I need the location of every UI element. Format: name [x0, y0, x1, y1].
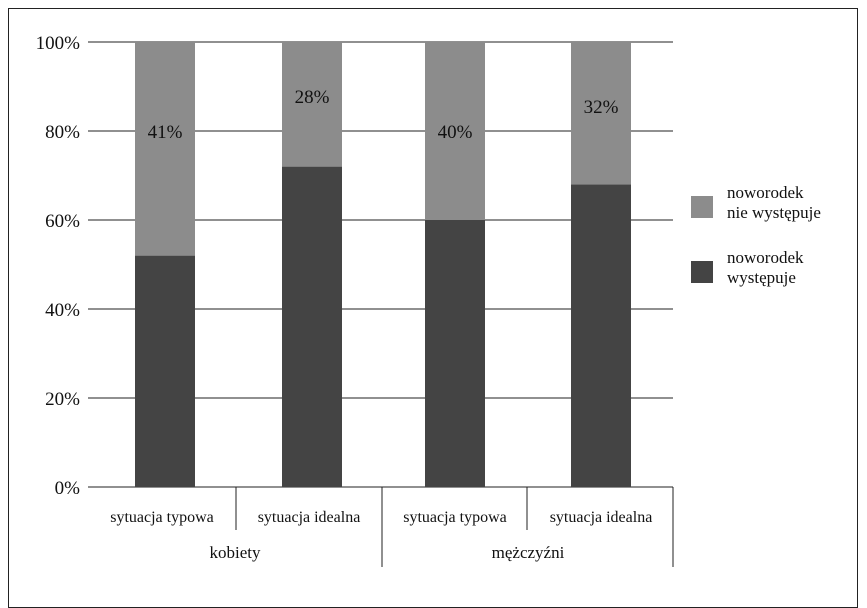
category-label: sytuacja idealna	[258, 509, 361, 526]
y-axis: 0% 20% 40% 60% 80% 100%	[36, 33, 81, 499]
bar-segment-nie-wystepuje	[425, 42, 485, 220]
y-tick-label: 100%	[36, 33, 81, 54]
data-label: 41%	[148, 122, 183, 143]
legend-label-line1: noworodek	[727, 183, 804, 202]
group-label: mężczyźni	[492, 543, 565, 562]
bars	[135, 42, 631, 487]
bar-segment-wystepuje	[135, 255, 195, 487]
data-label: 40%	[438, 122, 473, 143]
y-tick-label: 80%	[45, 122, 80, 143]
y-tick-label: 40%	[45, 300, 80, 321]
bar-segment-wystepuje	[571, 184, 631, 487]
legend-label-line1: noworodek	[727, 248, 804, 267]
y-tick-label: 60%	[45, 211, 80, 232]
bar-segment-wystepuje	[282, 166, 342, 487]
data-label: 32%	[584, 97, 619, 118]
y-tick-label: 20%	[45, 389, 80, 410]
category-label: sytuacja typowa	[403, 509, 507, 526]
category-label: sytuacja typowa	[110, 509, 214, 526]
bar-segment-nie-wystepuje	[135, 42, 195, 256]
x-axis: sytuacja typowa sytuacja idealna sytuacja …	[110, 487, 674, 567]
legend-label-line2: nie występuje	[727, 203, 821, 222]
data-labels: 41% 28% 40% 32%	[148, 87, 619, 143]
bar-segment-wystepuje	[425, 220, 485, 487]
group-label: kobiety	[210, 543, 261, 562]
data-label: 28%	[295, 87, 330, 108]
stacked-bar-chart: 0% 20% 40% 60% 80% 100% 41% 28% 40% 32% sytuacja…	[36, 33, 821, 567]
category-label: sytuacja idealna	[550, 509, 653, 526]
bar-segment-nie-wystepuje	[571, 42, 631, 185]
legend-label-line2: występuje	[727, 268, 796, 287]
bar-segment-nie-wystepuje	[282, 42, 342, 167]
y-tick-label: 0%	[55, 478, 81, 499]
legend-swatch	[691, 261, 713, 283]
legend-swatch	[691, 196, 713, 218]
